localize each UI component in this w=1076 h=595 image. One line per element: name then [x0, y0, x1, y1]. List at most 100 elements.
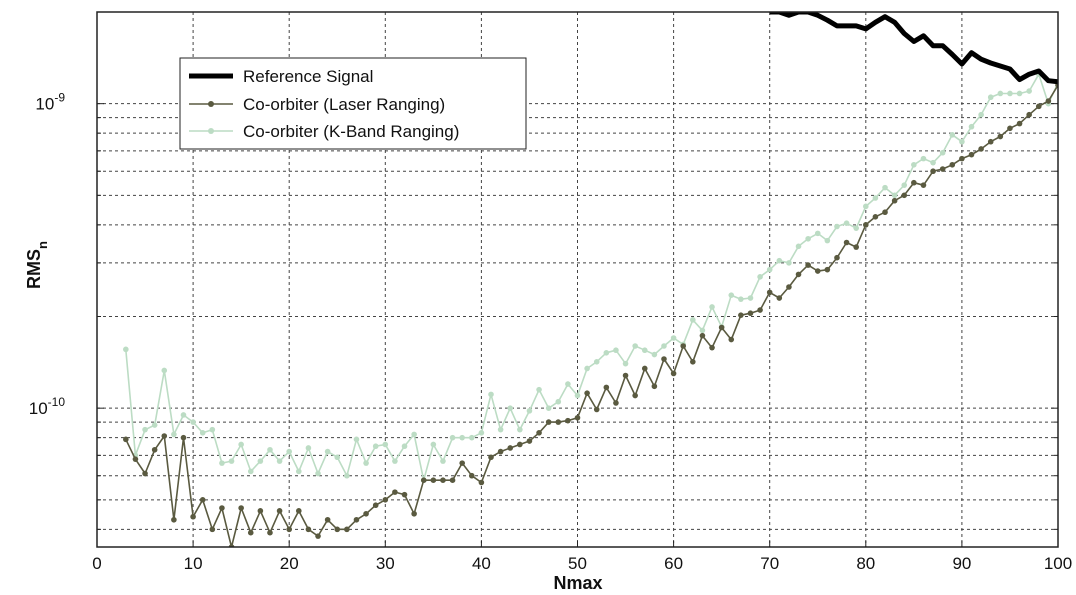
series-point — [651, 351, 658, 358]
series-point — [344, 526, 350, 533]
series-point — [738, 296, 744, 302]
series-point — [987, 94, 994, 101]
series-point — [699, 332, 706, 339]
series-point — [670, 370, 677, 377]
series-point — [776, 295, 783, 301]
series-point — [497, 426, 504, 433]
series-point — [305, 445, 312, 451]
series-point — [814, 268, 821, 274]
series-point — [296, 508, 302, 514]
y-axis-label: RMSn — [24, 241, 50, 289]
series-point — [1007, 90, 1013, 97]
series-point — [401, 443, 408, 450]
series-point — [786, 284, 792, 290]
series-point — [747, 295, 754, 301]
series-point — [968, 151, 975, 158]
y-tick-label-base: 10 — [29, 399, 48, 418]
series-point — [1016, 120, 1023, 127]
series-point — [651, 383, 658, 390]
series-point — [949, 161, 956, 168]
series-point — [911, 161, 917, 168]
series-point — [834, 223, 840, 230]
series-point — [661, 343, 667, 349]
series-point — [699, 327, 706, 334]
legend-label-laser-ranging: Co-orbiter (Laser Ranging) — [243, 95, 445, 114]
series-point — [555, 419, 562, 425]
series-point — [853, 225, 859, 231]
series-point — [574, 414, 581, 421]
series-point — [247, 529, 254, 536]
series-point — [324, 516, 331, 523]
series-point — [670, 335, 677, 341]
series-point — [353, 436, 360, 443]
series-point — [363, 510, 369, 517]
series-point — [497, 448, 504, 455]
series-point — [1045, 98, 1052, 104]
series-point — [757, 274, 763, 280]
series-point — [584, 365, 590, 372]
series-point — [392, 458, 398, 464]
series-point — [891, 197, 898, 204]
series-point — [690, 317, 696, 323]
series-point — [738, 312, 744, 318]
legend-marker-laser-ranging — [208, 101, 214, 107]
series-point — [805, 235, 811, 242]
series-point — [382, 497, 389, 503]
series-point — [968, 123, 975, 130]
series-point — [565, 381, 571, 387]
series-point — [430, 477, 437, 484]
series-point — [536, 386, 542, 393]
series-point — [632, 392, 638, 399]
series-point — [1016, 90, 1023, 97]
x-tick-label: 80 — [856, 554, 875, 573]
series-point — [209, 526, 216, 533]
series-point — [593, 358, 600, 365]
series-point — [440, 458, 446, 464]
series-point — [709, 344, 715, 351]
series-point — [622, 372, 629, 379]
x-tick-label: 0 — [92, 554, 101, 573]
series-point — [132, 456, 139, 462]
series-point — [776, 257, 783, 264]
series-point — [920, 182, 927, 188]
series-point — [930, 168, 936, 175]
series-point — [632, 343, 638, 349]
series-point — [507, 405, 514, 411]
series-point — [468, 472, 475, 479]
series-point — [247, 468, 254, 475]
series-point — [238, 505, 244, 511]
series-point — [142, 470, 148, 477]
x-tick-label: 40 — [472, 554, 491, 573]
series-point — [353, 516, 360, 523]
y-tick-label: 10-10 — [29, 395, 66, 418]
y-axis-label-main: RMS — [24, 249, 44, 289]
series-point — [920, 155, 927, 162]
series-point — [891, 192, 898, 199]
series-point — [305, 526, 312, 533]
series-point — [199, 430, 206, 436]
series-point — [949, 132, 956, 138]
series-point — [219, 460, 225, 466]
series-point — [536, 430, 542, 436]
series-point — [276, 458, 283, 464]
series-point — [863, 203, 869, 210]
series-point — [824, 266, 831, 273]
series-point — [901, 192, 908, 199]
series-point — [151, 446, 158, 453]
legend-label-kband-ranging: Co-orbiter (K-Band Ranging) — [243, 122, 459, 141]
series-point — [478, 479, 485, 486]
series-1 — [123, 82, 1058, 547]
x-tick-label: 30 — [376, 554, 395, 573]
series-point — [690, 358, 696, 365]
series-point — [795, 271, 802, 278]
series-point — [786, 260, 792, 266]
y-tick-label-exponent: -10 — [48, 395, 66, 409]
series-point — [843, 239, 850, 246]
y-tick-label: 10-9 — [35, 91, 65, 114]
series-point — [171, 431, 177, 438]
series-point — [517, 426, 523, 433]
series-point — [1026, 88, 1032, 94]
series-point — [315, 533, 321, 539]
x-tick-label: 50 — [568, 554, 587, 573]
